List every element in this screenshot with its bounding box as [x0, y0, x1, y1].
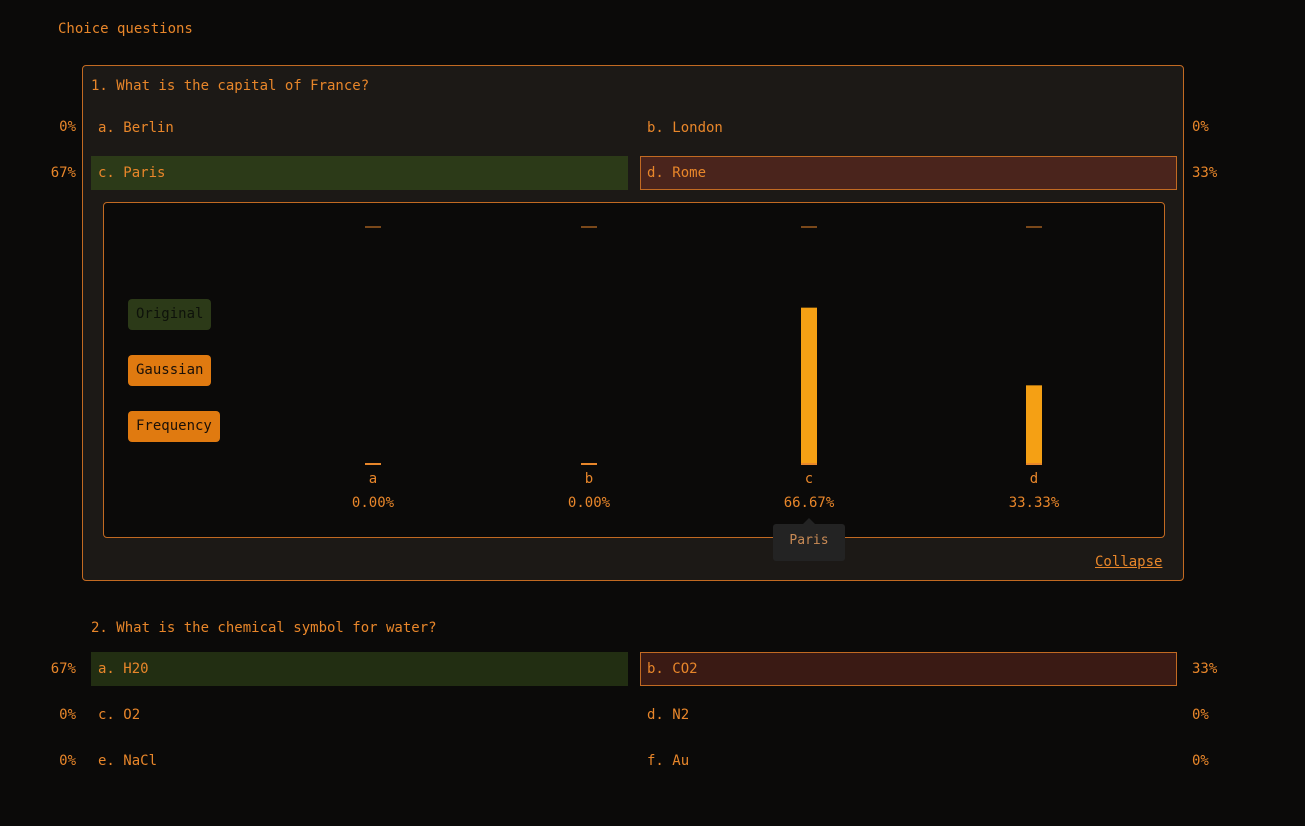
option-b-london[interactable]: b. London [647, 120, 723, 136]
bar-d[interactable] [1026, 385, 1042, 463]
q2-option-f-percent: 0% [1192, 753, 1209, 769]
category-label-b: b [585, 471, 593, 487]
value-label-a: 0.00% [352, 495, 395, 511]
results-chart-panel [103, 202, 1165, 538]
q2-option-b-percent: 33% [1192, 661, 1218, 677]
category-label-c: c [805, 471, 813, 487]
option-a-berlin[interactable]: a. Berlin [98, 120, 174, 136]
option-c-paris[interactable]: c. Paris [91, 156, 628, 190]
q2-option-f[interactable]: f. Au [647, 753, 690, 769]
tooltip-arrow [803, 518, 815, 524]
legend-original-button[interactable]: Original [128, 299, 212, 330]
q2-option-d-percent: 0% [1192, 707, 1209, 723]
category-label-d: d [1030, 471, 1038, 487]
q2-option-a-percent: 67% [50, 661, 76, 677]
legend-frequency-button[interactable]: Frequency [128, 411, 220, 442]
legend-gaussian-button[interactable]: Gaussian [128, 355, 212, 386]
category-label-a: a [369, 471, 377, 487]
option-b-percent: 0% [1192, 119, 1209, 135]
q2-option-c[interactable]: c. O2 [98, 707, 141, 723]
option-a-percent: 0% [59, 119, 76, 135]
question-1-title: 1. What is the capital of France? [91, 78, 370, 94]
collapse-link[interactable]: Collapse [1095, 554, 1163, 570]
q2-option-c-percent: 0% [59, 707, 76, 723]
value-label-c: 66.67% [784, 495, 835, 511]
bar-tooltip: Paris [773, 524, 845, 561]
q2-option-e-percent: 0% [59, 753, 76, 769]
option-d-rome[interactable]: d. Rome [640, 156, 1177, 190]
value-label-d: 33.33% [1009, 495, 1060, 511]
option-d-percent: 33% [1192, 165, 1218, 181]
question-2-title: 2. What is the chemical symbol for water… [91, 620, 437, 636]
q2-option-e[interactable]: e. NaCl [98, 753, 158, 769]
bar-c[interactable] [801, 307, 817, 463]
option-c-percent: 67% [50, 165, 76, 181]
page-heading: Choice questions [58, 21, 193, 37]
q2-option-b[interactable]: b. CO2 [640, 652, 1177, 686]
q2-option-a[interactable]: a. H20 [91, 652, 628, 686]
value-label-b: 0.00% [568, 495, 611, 511]
q2-option-d[interactable]: d. N2 [647, 707, 690, 723]
